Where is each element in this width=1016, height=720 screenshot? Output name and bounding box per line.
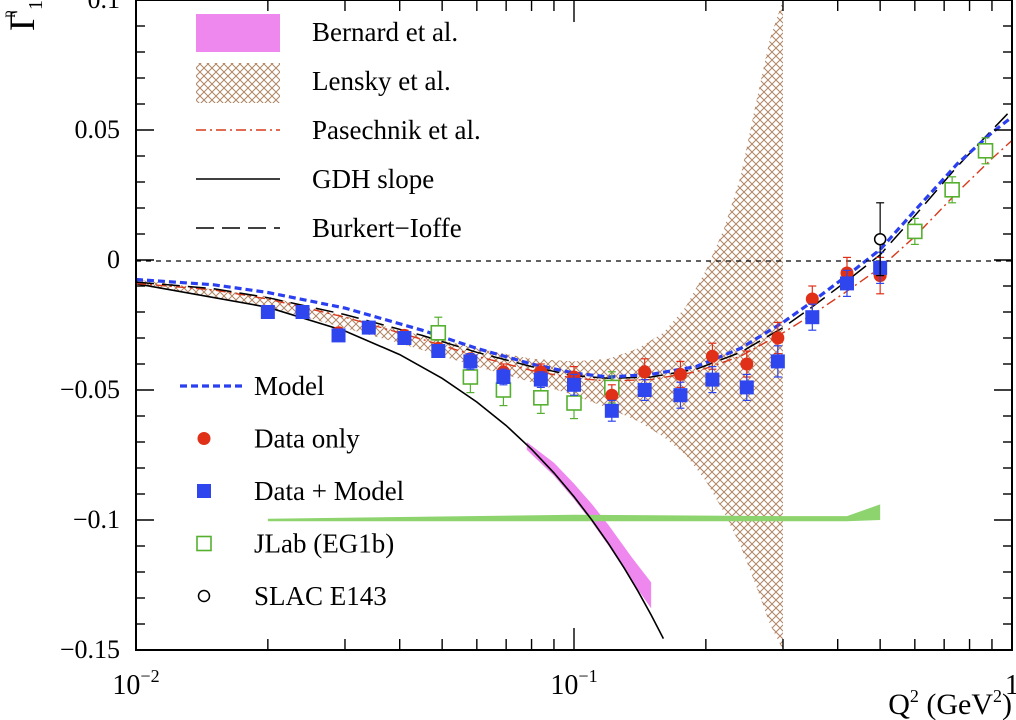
data-model-point <box>805 310 820 325</box>
y-tick-label: 0.1 <box>88 0 121 14</box>
systematic-band-band <box>267 504 881 522</box>
x-axis-label: Q2 (GeV2) <box>888 686 1012 720</box>
legend-jlab-marker <box>196 535 212 552</box>
data-only-point <box>805 292 819 306</box>
data-only-point <box>673 367 687 381</box>
x-tick-label: 10−2 <box>112 666 159 701</box>
jlab-eg1b-point <box>533 389 549 406</box>
legend-bernard-label: Bernard et al. <box>312 17 458 47</box>
burkert-ioffe-curve <box>136 108 1012 380</box>
data-only-point <box>740 357 754 371</box>
jlab-eg1b-point <box>907 223 923 240</box>
data-model-point <box>673 388 688 403</box>
data-only-point <box>638 365 652 379</box>
legend-bottom: Model Data only Data + Model JLab (EG1b) SLA… <box>180 371 404 611</box>
legend-slac-marker <box>197 589 211 603</box>
data-only-point <box>705 349 719 363</box>
data-model-point <box>397 331 412 345</box>
data-model-point <box>463 354 478 369</box>
data-only-point <box>771 331 785 345</box>
data-model-point <box>739 380 754 395</box>
data-model-point <box>839 276 854 291</box>
data-model-point <box>295 305 310 319</box>
jlab-eg1b-point <box>430 324 447 341</box>
data-model-point <box>637 383 652 397</box>
legend-jlab-label: JLab (EG1b) <box>254 529 394 559</box>
jlab-eg1b-point <box>566 395 582 411</box>
legend-data_only-label: Data only <box>254 424 360 454</box>
gdh-slope-curve <box>136 282 665 639</box>
legend-lensky-swatch <box>196 63 280 103</box>
data-model-point <box>604 403 619 418</box>
data-model-point <box>431 344 446 358</box>
data-model-point <box>331 328 346 343</box>
data-model-point <box>705 372 720 387</box>
data-only-point <box>605 388 619 402</box>
legend-data_model-label: Data + Model <box>254 476 404 506</box>
legend-data_only-marker <box>197 432 211 445</box>
y-tick-label: 0 <box>107 245 120 274</box>
bernard-et-al-band <box>526 442 652 609</box>
legend-pasechnik-label: Pasechnik et al. <box>312 115 481 145</box>
y-tick-label: −0.05 <box>60 375 120 404</box>
data-model-point <box>361 320 376 335</box>
data-model-point <box>533 372 548 387</box>
legend-gdh-label: GDH slope <box>312 164 434 194</box>
jlab-eg1b-point <box>462 369 479 385</box>
legend-burkert-label: Burkert−Ioffe <box>312 213 462 243</box>
data-model-point <box>770 354 785 369</box>
legend-bernard-swatch <box>196 14 280 52</box>
legend-data_model-marker <box>197 484 211 498</box>
y-tick-label: 0.05 <box>75 115 121 144</box>
y-tick-label: −0.15 <box>60 635 120 664</box>
pasechnik-et-al-curve <box>136 139 1012 382</box>
y-tick-label: −0.1 <box>73 505 120 534</box>
legend-top: Bernard et al. Lensky et al. Pasechnik et … <box>196 14 481 243</box>
legend-lensky-label: Lensky et al. <box>312 66 451 96</box>
legend-slac-label: SLAC E143 <box>254 581 387 611</box>
x-tick-label: 1 <box>1005 670 1016 701</box>
jlab-eg1b-point <box>977 143 994 159</box>
data-model-point <box>260 305 275 319</box>
x-tick-label: 10−1 <box>550 666 597 701</box>
y-axis-label-superscript: p <box>1 11 16 18</box>
legend-model-label: Model <box>254 371 325 401</box>
jlab-eg1b-point <box>944 182 960 198</box>
data-model-point <box>567 377 581 392</box>
model-curve <box>136 115 1012 379</box>
data-model-point <box>496 370 511 384</box>
y-axis-label: Γ1 <box>2 0 47 31</box>
slac-e143-point <box>873 232 887 246</box>
